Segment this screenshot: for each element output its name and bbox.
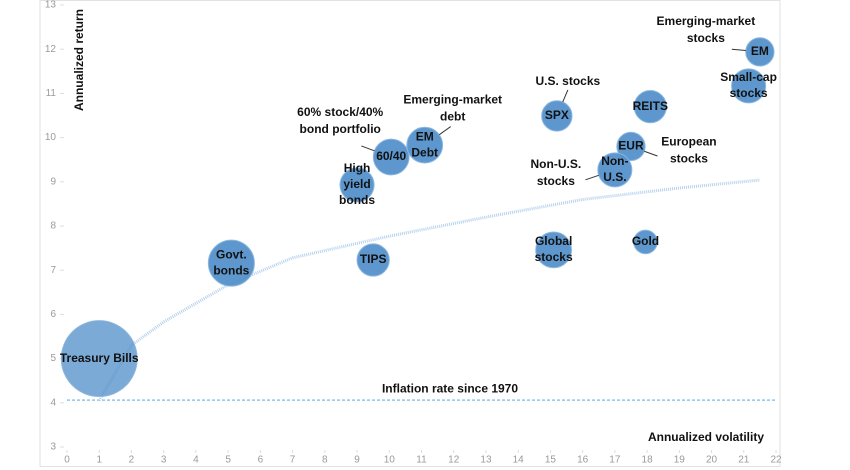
bubble bbox=[356, 243, 390, 277]
annotation: Emerging-market bbox=[403, 92, 502, 106]
x-tick-label: 21 bbox=[738, 455, 750, 466]
bubble-label: EUR bbox=[618, 139, 644, 153]
bubble-label: Global bbox=[535, 234, 572, 248]
annotation: 60% stock/40% bbox=[297, 105, 383, 119]
y-tick-label: 7 bbox=[50, 265, 56, 276]
x-tick-label: 15 bbox=[545, 455, 557, 466]
x-axis-title: Annualized volatility bbox=[648, 430, 764, 444]
x-tick-label: 14 bbox=[513, 455, 525, 466]
annotation: Emerging-market bbox=[657, 14, 756, 28]
leader-line bbox=[644, 150, 658, 157]
bubble bbox=[339, 167, 375, 203]
bubble bbox=[745, 37, 775, 67]
bubble-label: EM bbox=[416, 129, 434, 143]
y-tick-label: 4 bbox=[50, 397, 56, 408]
annotation: European bbox=[661, 135, 716, 149]
bubble-label: SPX bbox=[545, 108, 569, 122]
bubble bbox=[633, 90, 667, 124]
bubble bbox=[633, 229, 658, 255]
bubble bbox=[60, 320, 138, 398]
bubble-label: U.S. bbox=[603, 170, 626, 184]
bubble-label: Debt bbox=[411, 145, 438, 159]
x-tick-label: 0 bbox=[64, 455, 70, 466]
bubble-label: Treasury Bills bbox=[60, 351, 139, 365]
bubble-label: 60/40 bbox=[376, 149, 406, 163]
bubble-label: TIPS bbox=[360, 252, 387, 266]
bubble-label: bonds bbox=[213, 263, 249, 277]
x-tick-label: 17 bbox=[609, 455, 621, 466]
x-tick-label: 20 bbox=[706, 455, 718, 466]
x-tick-label: 16 bbox=[577, 455, 589, 466]
y-tick-label: 11 bbox=[46, 88, 57, 99]
x-tick-label: 13 bbox=[480, 455, 492, 466]
x-tick-label: 11 bbox=[416, 455, 427, 466]
y-axis-title: Annualized return bbox=[72, 9, 86, 111]
annotation: stocks bbox=[537, 174, 575, 188]
x-tick-label: 5 bbox=[225, 455, 231, 466]
x-tick-label: 2 bbox=[129, 455, 135, 466]
leader-line bbox=[585, 174, 599, 181]
y-tick-label: 8 bbox=[50, 221, 56, 232]
y-tick-label: 3 bbox=[50, 442, 56, 453]
bubble-label: bonds bbox=[339, 193, 375, 207]
bubble-label: REITS bbox=[633, 99, 668, 113]
bubble bbox=[616, 131, 646, 162]
bubble-label: Gold bbox=[632, 234, 659, 248]
x-tick-label: 7 bbox=[290, 455, 296, 466]
x-tick-label: 19 bbox=[674, 455, 686, 466]
bubble-label: Govt. bbox=[216, 247, 247, 261]
bubble bbox=[535, 231, 573, 269]
leader-line bbox=[562, 89, 569, 103]
leader-line bbox=[438, 126, 451, 136]
y-tick-label: 12 bbox=[45, 44, 57, 55]
bubble-label: High bbox=[344, 161, 371, 175]
y-tick-label: 13 bbox=[45, 0, 57, 11]
x-tick-label: 3 bbox=[161, 455, 167, 466]
bubble-label: Small-cap bbox=[720, 70, 777, 84]
x-tick-label: 8 bbox=[322, 455, 328, 466]
bubble-label: EM bbox=[751, 44, 769, 58]
bubble-label: yield bbox=[343, 177, 370, 191]
bubble bbox=[731, 68, 767, 104]
bubble bbox=[541, 100, 573, 132]
plot-frame bbox=[39, 0, 781, 467]
leader-line bbox=[731, 48, 746, 52]
bubble-label: stocks bbox=[730, 86, 768, 100]
bubble bbox=[406, 126, 444, 164]
annotation: U.S. stocks bbox=[536, 74, 601, 88]
frontier-curve bbox=[97, 178, 761, 402]
x-tick-label: 22 bbox=[770, 455, 782, 466]
bubble bbox=[597, 152, 633, 188]
x-tick-label: 12 bbox=[448, 455, 460, 466]
bubble-label: Non- bbox=[601, 154, 628, 168]
y-tick-label: 9 bbox=[50, 176, 56, 187]
x-tick-label: 18 bbox=[642, 455, 654, 466]
y-tick-label: 10 bbox=[45, 132, 57, 143]
annotation: stocks bbox=[687, 31, 725, 45]
annotation: stocks bbox=[670, 152, 708, 166]
x-tick-label: 6 bbox=[258, 455, 264, 466]
annotation: Non-U.S. bbox=[531, 157, 582, 171]
annotation: bond portfolio bbox=[300, 122, 381, 136]
bubble-label: stocks bbox=[535, 250, 573, 264]
annotation: debt bbox=[440, 109, 465, 123]
leader-line bbox=[361, 145, 375, 152]
y-tick-label: 5 bbox=[50, 353, 56, 364]
x-tick-label: 10 bbox=[384, 455, 396, 466]
bubble bbox=[372, 138, 410, 176]
x-tick-label: 9 bbox=[354, 455, 360, 466]
x-tick-label: 4 bbox=[193, 455, 199, 466]
bubble bbox=[207, 239, 255, 287]
x-tick-label: 1 bbox=[96, 455, 102, 466]
inflation-label: Inflation rate since 1970 bbox=[382, 381, 518, 395]
y-tick-label: 6 bbox=[50, 309, 56, 320]
